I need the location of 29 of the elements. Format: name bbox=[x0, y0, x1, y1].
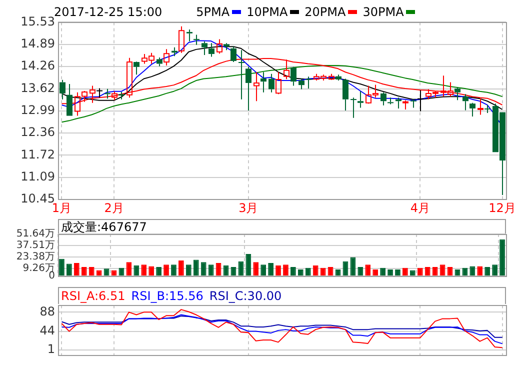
y-tick-label: 11.72 bbox=[20, 147, 55, 162]
legend-label: 10PMA bbox=[246, 4, 288, 20]
y-tick-label: 13.62 bbox=[20, 81, 55, 96]
chart-title: 成交量:467677 bbox=[61, 220, 147, 235]
y-tick-label: 51.64万 bbox=[16, 228, 55, 240]
y-tick-label: 10.45 bbox=[20, 192, 55, 206]
y-tick-label: 12.99 bbox=[20, 103, 55, 118]
y-tick-label: 0 bbox=[48, 270, 55, 282]
x-tick-label: 12月 bbox=[488, 200, 516, 215]
legend-label: 5PMA bbox=[196, 4, 230, 20]
series-label: RSI_B:15.56 bbox=[131, 288, 204, 304]
x-tick-label: 4月 bbox=[410, 200, 430, 215]
series-label: RSI_C:30.00 bbox=[209, 288, 282, 304]
y-tick-label: 23.38万 bbox=[16, 252, 55, 263]
y-tick-label: 12.36 bbox=[20, 125, 55, 140]
y-tick-label: 15.53 bbox=[20, 14, 55, 28]
x-tick-label: 3月 bbox=[238, 200, 258, 215]
y-tick-label: 88 bbox=[40, 304, 55, 318]
series-label: RSI_A:6.51 bbox=[61, 288, 126, 304]
y-tick-label: 11.09 bbox=[20, 169, 55, 184]
y-tick-label: 37.51万 bbox=[16, 240, 55, 252]
y-tick-label: 44 bbox=[40, 323, 55, 338]
legend-label: 20PMA bbox=[304, 4, 346, 20]
y-tick-label: 14.26 bbox=[20, 58, 55, 73]
legend-label: 30PMA bbox=[362, 4, 404, 20]
chart-title: 2017-12-25 15:00 bbox=[54, 4, 162, 20]
y-tick-label: 14.89 bbox=[20, 36, 55, 51]
y-tick-label: 1 bbox=[47, 342, 55, 356]
x-tick-label: 2月 bbox=[104, 200, 124, 215]
